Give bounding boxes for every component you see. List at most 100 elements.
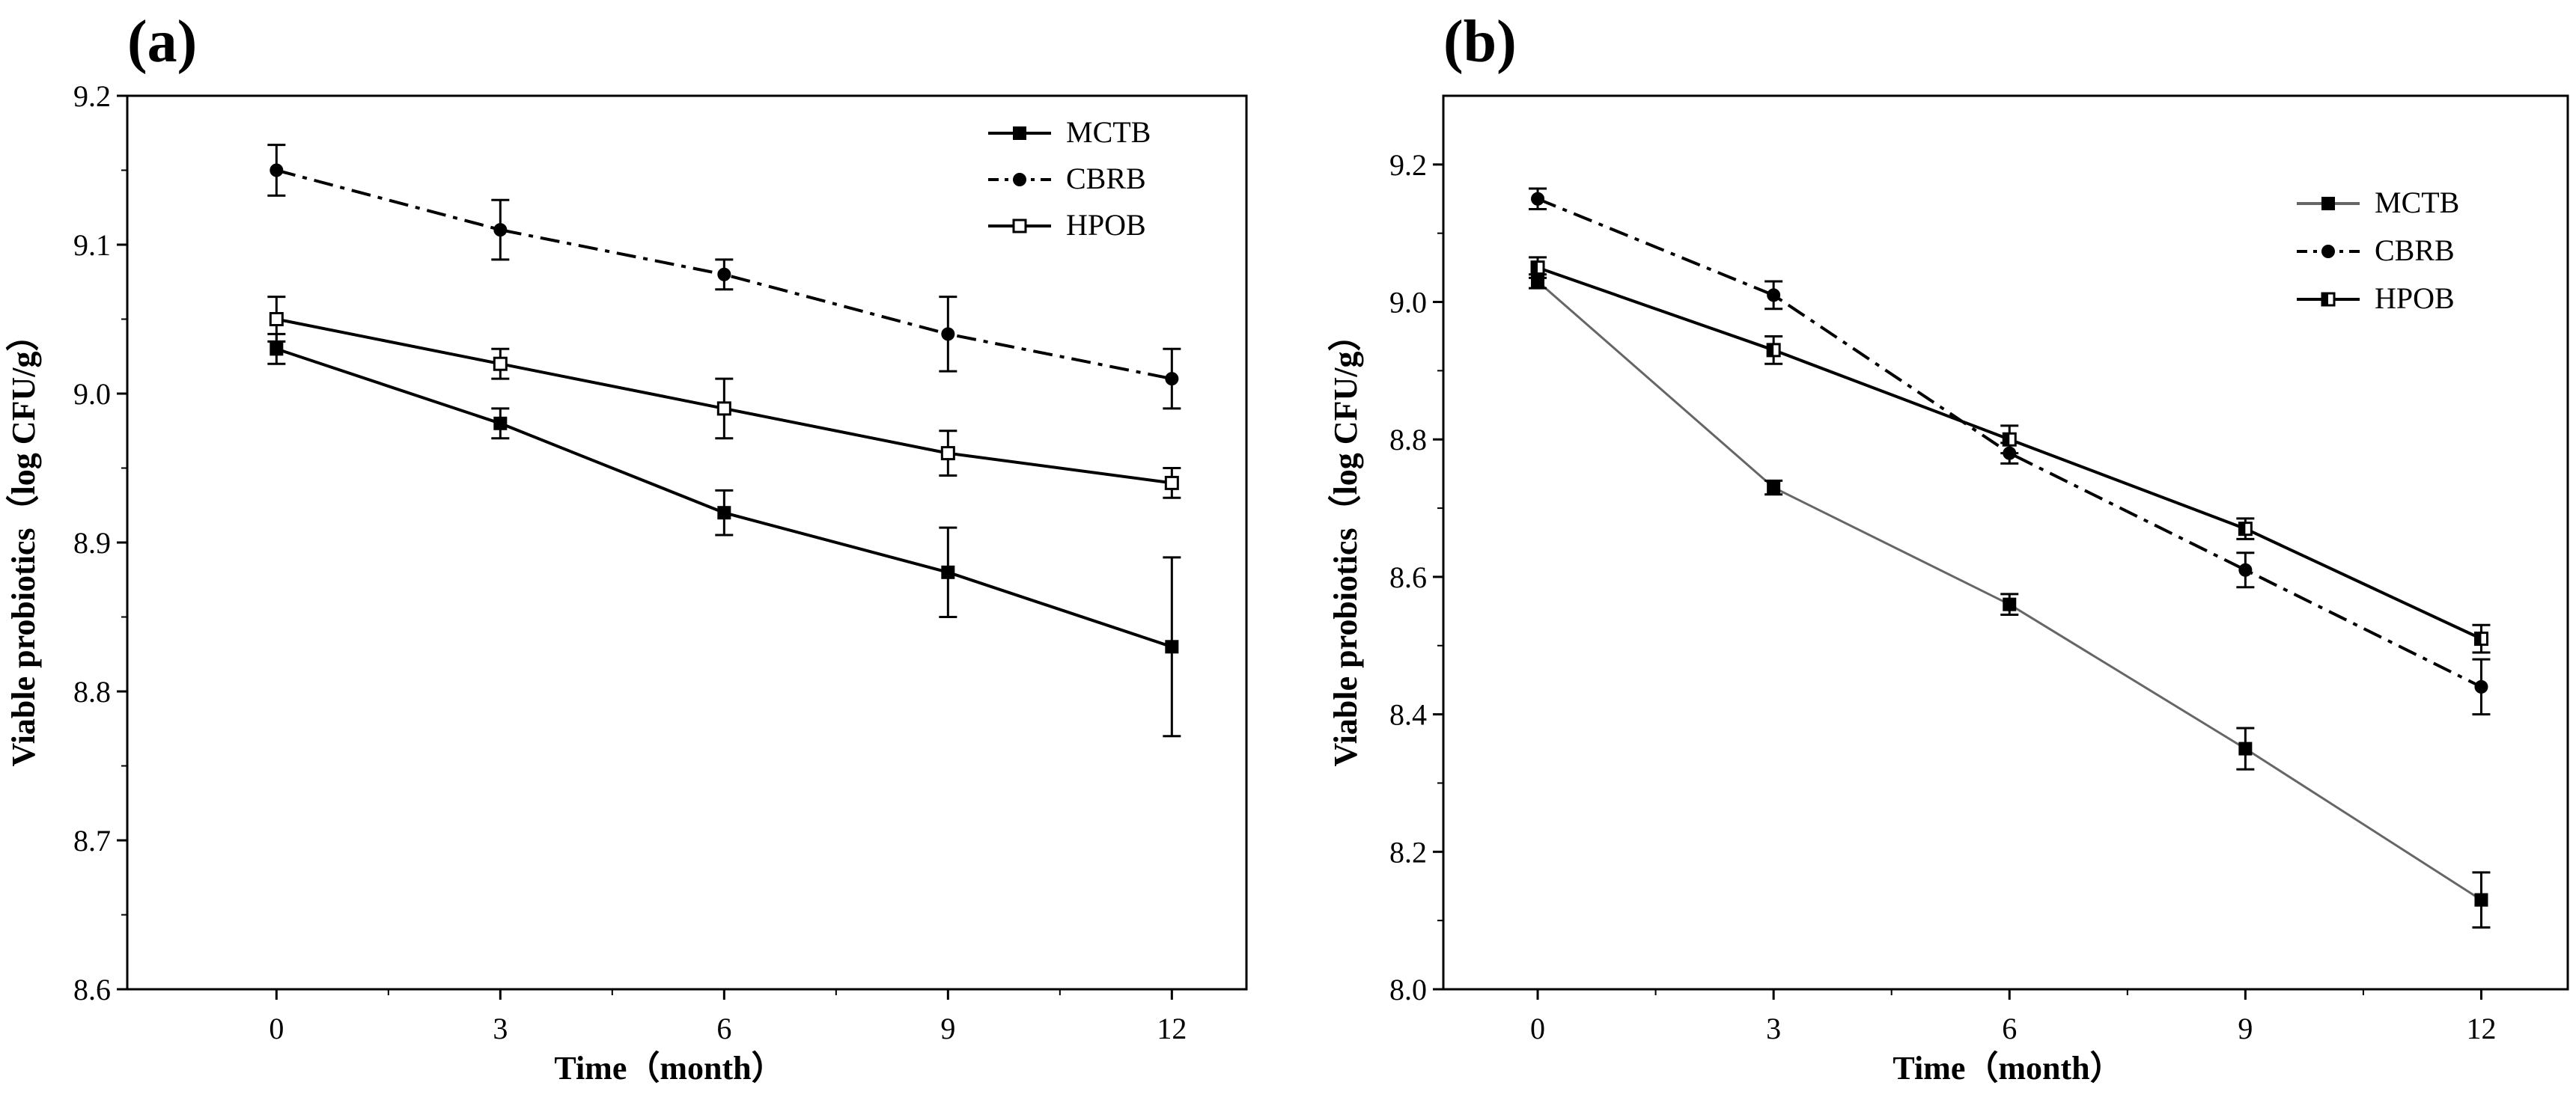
panel-a-series <box>267 144 1181 738</box>
legend-marker-cbrb <box>2321 245 2335 258</box>
legend-marker-mctb <box>1013 126 1026 140</box>
x-tick-label: 3 <box>493 1012 508 1045</box>
legend-item-mctb: MCTB <box>988 115 1151 149</box>
data-point-hpob <box>716 401 731 416</box>
series-cbrb <box>267 144 1181 410</box>
series-line-cbrb <box>1537 197 2482 688</box>
legend-marker-cbrb <box>1013 173 1026 186</box>
y-tick-label: 8.6 <box>1389 560 1427 594</box>
x-tick-label: 6 <box>716 1012 731 1045</box>
legend-item-cbrb: CBRB <box>2297 233 2455 267</box>
data-point-cbrb <box>2238 563 2253 577</box>
x-tick-label: 12 <box>2466 1012 2496 1045</box>
chart-panel-b: (b) 8.0 8.2 8.4 8.6 8.8 9.0 9.2 0 3 6 9 12 MCTB CBRB… <box>1327 9 2569 1087</box>
data-point-hpob <box>1164 475 1179 490</box>
data-point-mctb <box>2238 742 2253 756</box>
data-point-hpob <box>493 356 508 371</box>
legend-label-hpob: HPOB <box>1066 208 1146 242</box>
data-point-hpob-fill <box>2475 632 2482 645</box>
data-point-mctb <box>1767 480 1781 495</box>
series-line-cbrb <box>275 168 1172 381</box>
data-point-hpob <box>269 312 284 326</box>
legend-marker-hpob <box>1012 219 1027 233</box>
data-point-hpob-fill <box>1767 343 1774 356</box>
data-point-cbrb <box>270 163 284 177</box>
y-tick-label: 8.9 <box>73 526 111 560</box>
x-tick-label: 9 <box>940 1012 955 1045</box>
x-tick-label: 6 <box>2002 1012 2017 1045</box>
legend-label-cbrb: CBRB <box>1066 162 1146 195</box>
panel-b-label: (b) <box>1443 9 1517 75</box>
data-point-hpob-fill <box>2003 433 2010 446</box>
panel-a-legend: MCTB CBRB HPOB <box>988 115 1151 242</box>
y-tick-label: 9.0 <box>73 377 111 411</box>
panel-a-axes: 8.6 8.7 8.8 8.9 9.0 9.1 9.2 0 3 6 9 12 <box>73 79 1248 1045</box>
data-point-mctb <box>2474 893 2488 907</box>
y-tick-label: 9.2 <box>1389 148 1427 182</box>
legend-item-cbrb: CBRB <box>988 162 1146 195</box>
x-tick-label: 12 <box>1157 1012 1187 1045</box>
panel-b-legend: MCTB CBRB HPOB <box>2297 186 2459 315</box>
plot-frame <box>1442 94 2569 991</box>
series-hpob <box>1529 256 2491 654</box>
series-mctb <box>1529 273 2491 929</box>
x-tick-label: 0 <box>1530 1012 1545 1045</box>
legend-marker-hpob <box>2321 292 2336 307</box>
panel-b-series <box>1529 187 2491 929</box>
legend-item-hpob: HPOB <box>988 208 1146 242</box>
data-point-cbrb <box>2474 679 2488 694</box>
legend-label-mctb: MCTB <box>1066 115 1151 149</box>
y-tick-label: 9.0 <box>1389 286 1427 320</box>
legend-label-mctb: MCTB <box>2375 186 2459 219</box>
y-tick-label: 8.4 <box>1389 698 1427 732</box>
y-tick-label: 8.2 <box>1389 835 1427 869</box>
data-point-mctb <box>1165 640 1179 654</box>
panel-a-x-axis-title: Time（month） <box>554 1050 784 1087</box>
data-point-hpob-fill <box>2239 522 2246 535</box>
y-tick-label: 8.0 <box>1389 973 1427 1006</box>
y-tick-label: 8.8 <box>1389 423 1427 456</box>
x-tick-label: 0 <box>269 1012 284 1045</box>
y-tick-label: 9.2 <box>73 79 111 113</box>
data-point-hpob <box>2238 522 2253 537</box>
data-point-cbrb <box>1165 372 1179 386</box>
panel-b-x-axis-title: Time（month） <box>1893 1050 2122 1087</box>
legend-label-cbrb: CBRB <box>2375 233 2455 267</box>
panel-b-axes: 8.0 8.2 8.4 8.6 8.8 9.0 9.2 0 3 6 9 12 <box>1389 94 2569 1045</box>
data-point-hpob <box>1766 343 1781 358</box>
y-tick-label: 8.8 <box>73 675 111 709</box>
legend-marker-hpob-fill <box>2322 293 2328 305</box>
data-point-mctb <box>941 565 955 579</box>
legend-item-mctb: MCTB <box>2297 186 2459 219</box>
data-point-mctb <box>2003 597 2017 611</box>
data-point-mctb <box>493 416 508 430</box>
legend-marker-mctb <box>2321 197 2335 210</box>
x-tick-label: 3 <box>1766 1012 1781 1045</box>
data-point-cbrb <box>941 327 955 341</box>
data-point-cbrb <box>1531 192 1545 206</box>
y-tick-label: 9.1 <box>73 228 111 262</box>
panel-b-y-axis-title: Viable probiotics（log CFU/g） <box>1327 319 1364 767</box>
data-point-cbrb <box>717 267 731 281</box>
legend-label-hpob: HPOB <box>2375 281 2455 315</box>
data-point-hpob <box>1530 260 1545 275</box>
data-point-mctb <box>270 342 284 356</box>
panel-a-y-axis-title: Viable probiotics（log CFU/g） <box>5 319 42 767</box>
data-point-cbrb <box>493 223 508 237</box>
legend-item-hpob: HPOB <box>2297 281 2455 315</box>
data-point-hpob <box>940 446 955 461</box>
series-mctb <box>267 332 1181 738</box>
data-point-hpob-fill <box>1532 261 1538 274</box>
y-tick-label: 8.6 <box>73 973 111 1006</box>
data-point-mctb <box>717 506 731 520</box>
x-tick-label: 9 <box>2238 1012 2253 1045</box>
series-hpob <box>267 296 1181 499</box>
panel-a-label: (a) <box>127 9 197 75</box>
data-point-cbrb <box>1767 288 1781 302</box>
data-point-hpob <box>2473 632 2488 647</box>
y-tick-label: 8.7 <box>73 824 111 858</box>
data-point-hpob <box>2002 432 2017 447</box>
chart-panel-a: (a) 8.6 8.7 8.8 8.9 9.0 9.1 9.2 0 3 6 9 12 MCTB CBRB… <box>5 9 1248 1087</box>
